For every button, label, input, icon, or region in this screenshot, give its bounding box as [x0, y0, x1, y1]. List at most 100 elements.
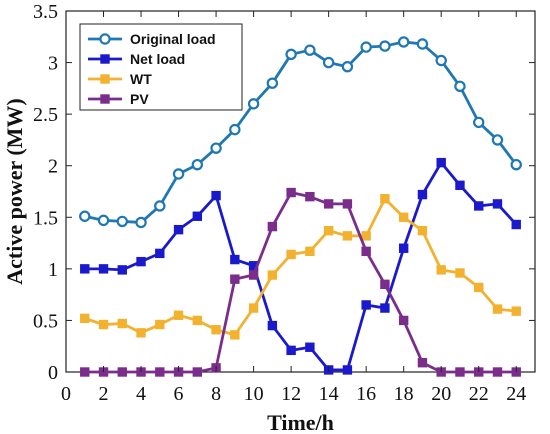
- series-original-load: [79, 36, 522, 229]
- x-tick-label: 0: [61, 383, 71, 405]
- data-point-net-load: [173, 224, 184, 235]
- data-point-original-load: [360, 41, 372, 53]
- data-point-original-load: [397, 36, 410, 48]
- y-tick-label: 1.5: [33, 207, 58, 229]
- data-point-pv: [155, 367, 165, 377]
- data-point-wt: [323, 225, 334, 236]
- data-point-net-load: [136, 256, 146, 267]
- x-tick-label: 24: [506, 383, 526, 405]
- data-point-net-load: [80, 264, 90, 274]
- data-point-net-load: [305, 342, 315, 352]
- legend-label-net-load: Net load: [130, 51, 185, 67]
- data-point-original-load: [454, 80, 466, 92]
- data-point-wt: [155, 319, 165, 330]
- data-point-net-load: [380, 303, 390, 313]
- x-tick-label: 10: [244, 383, 264, 405]
- series-layer: [79, 36, 522, 377]
- data-point-pv: [305, 191, 315, 202]
- data-point-pv: [398, 315, 409, 326]
- data-point-net-load: [267, 320, 278, 331]
- legend-label-wt: WT: [130, 71, 152, 87]
- data-point-wt: [211, 325, 221, 335]
- data-point-wt: [117, 318, 127, 329]
- series-net-load: [80, 157, 521, 375]
- data-point-original-load: [322, 56, 335, 69]
- data-point-original-load: [116, 215, 128, 228]
- x-axis-title: Time/h: [267, 410, 334, 434]
- data-point-original-load: [510, 158, 522, 171]
- y-tick-label: 2.5: [33, 104, 58, 126]
- data-point-original-load: [79, 210, 91, 222]
- data-point-pv: [323, 199, 334, 209]
- data-point-pv: [117, 367, 127, 377]
- data-point-original-load: [210, 142, 222, 154]
- data-point-net-load: [155, 248, 165, 259]
- x-tick-label: 14: [319, 383, 339, 405]
- y-tick-label: 3.5: [33, 1, 58, 23]
- legend-marker-net-load: [100, 54, 110, 64]
- data-point-net-load: [117, 265, 127, 275]
- data-point-net-load: [192, 211, 203, 221]
- y-tick-label: 0: [48, 362, 58, 384]
- data-point-pv: [342, 199, 353, 209]
- data-point-original-load: [154, 200, 166, 212]
- data-point-pv: [80, 367, 90, 377]
- legend-marker-pv: [100, 94, 110, 104]
- y-axis-title: Active power (MW): [2, 98, 27, 285]
- data-point-net-load: [492, 199, 503, 209]
- data-point-original-load: [416, 38, 429, 50]
- data-point-net-load: [342, 365, 353, 375]
- data-point-wt: [80, 313, 90, 324]
- data-point-net-load: [511, 219, 521, 230]
- data-point-wt: [248, 303, 259, 313]
- data-point-pv: [248, 270, 259, 280]
- data-point-net-load: [286, 345, 296, 356]
- legend-label-pv: PV: [130, 91, 149, 107]
- legend-label-original-load: Original load: [130, 31, 216, 47]
- data-point-original-load: [341, 60, 354, 73]
- x-tick-label: 22: [469, 383, 489, 405]
- data-point-wt: [267, 270, 278, 280]
- series-pv: [80, 187, 521, 377]
- data-point-wt: [398, 212, 409, 222]
- x-axis: 0 2 4 6 8 10 12 14 16 18 20 22 24: [61, 11, 526, 405]
- data-point-pv: [192, 367, 203, 377]
- data-point-wt: [361, 231, 371, 241]
- x-tick-label: 20: [431, 383, 451, 405]
- data-point-pv: [267, 221, 278, 232]
- data-point-net-load: [474, 201, 484, 211]
- data-point-original-load: [247, 98, 260, 110]
- data-point-wt: [417, 225, 428, 236]
- data-point-pv: [230, 274, 240, 284]
- legend-marker-wt: [100, 74, 110, 84]
- data-point-original-load: [172, 168, 185, 180]
- data-point-net-load: [398, 243, 409, 253]
- data-point-wt: [342, 231, 353, 241]
- x-tick-label: 2: [99, 383, 109, 405]
- data-point-pv: [417, 358, 428, 368]
- data-point-original-load: [266, 77, 279, 89]
- legend-item-wt: WT: [88, 71, 152, 87]
- data-point-original-load: [304, 44, 316, 56]
- data-point-original-load: [285, 48, 297, 61]
- data-point-net-load: [98, 264, 109, 274]
- data-point-wt: [380, 194, 390, 204]
- data-point-pv: [492, 367, 503, 377]
- y-axis: 0 0.5 1 1.5 2 2.5 3 3.5: [33, 1, 535, 384]
- data-point-wt: [436, 265, 446, 275]
- y-tick-label: 1: [48, 259, 58, 281]
- y-tick-label: 3: [48, 53, 58, 75]
- y-tick-label: 0.5: [33, 310, 58, 332]
- x-tick-label: 8: [211, 383, 221, 405]
- legend-marker-original-load: [99, 33, 111, 45]
- data-point-original-load: [191, 158, 204, 171]
- legend: Original load Net load WT PV: [79, 23, 243, 111]
- data-point-net-load: [361, 300, 371, 310]
- data-point-wt: [136, 328, 146, 338]
- data-point-original-load: [97, 214, 110, 227]
- legend-item-pv: PV: [88, 91, 149, 107]
- data-point-original-load: [473, 116, 485, 129]
- data-point-wt: [286, 249, 296, 260]
- x-tick-label: 12: [281, 383, 301, 405]
